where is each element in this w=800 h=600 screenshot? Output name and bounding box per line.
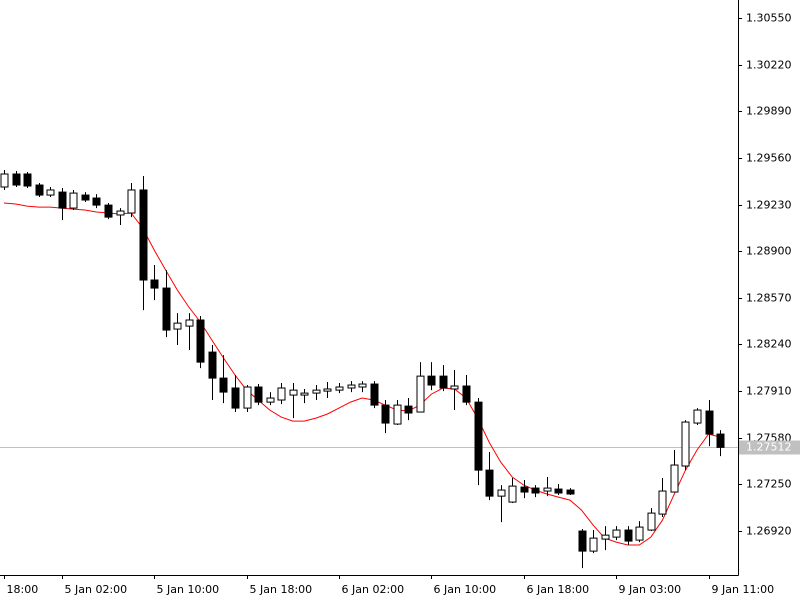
candle-body [312,389,321,394]
candle-body [69,192,78,209]
candle-body [0,173,9,188]
candle-body [508,485,517,503]
candle-body [485,469,494,497]
x-tick-label: 5 Jan 10:00 [157,583,220,596]
candle-body [439,375,448,389]
x-tick-label: 6 Jan 18:00 [527,583,590,596]
candle-body [277,387,286,401]
candle-body [347,384,356,389]
candle-body [404,405,413,414]
candle-body [554,488,563,494]
candle-body [693,409,702,424]
y-tick-label: 1.29230 [746,199,792,212]
candle-body [635,526,644,541]
y-tick-label: 1.29890 [746,105,792,118]
candle-body [335,386,344,391]
candle-body [612,529,621,538]
candle-body [116,210,125,216]
x-tick-label: 9 Jan 03:00 [619,583,682,596]
candle-body [300,392,309,396]
candle-body [497,489,506,497]
candle-body [681,421,690,467]
candle-body [393,404,402,425]
x-tick-label: 9 Jan 11:00 [712,583,775,596]
candle-body [92,197,101,206]
candle-body [658,490,667,515]
candle-body [589,537,598,552]
candle-body [12,173,21,186]
x-tick-label: 6 Jan 10:00 [434,583,497,596]
candle-body [716,433,725,448]
candle-body [381,404,390,424]
candle-body [416,375,425,413]
candle-body [196,319,205,363]
candle-body [705,410,714,435]
y-tick-label: 1.29560 [746,152,792,165]
candle-body [670,464,679,493]
y-tick-label: 1.27910 [746,385,792,398]
candle-body [647,512,656,531]
candle-body [162,287,171,331]
candle-body [578,530,587,552]
candle-body [208,351,217,379]
y-tick-label: 1.28900 [746,245,792,258]
x-tick-label: 18:00 [7,583,39,596]
x-tick-label: 5 Jan 02:00 [65,583,128,596]
candle-body [104,204,113,218]
current-price-label: 1.27512 [746,441,792,454]
candle-body [243,386,252,409]
candle-body [254,386,263,403]
candle-body [370,383,379,406]
candle-body [173,322,182,330]
current-price-box [739,440,800,455]
candle-body [23,173,32,187]
candle-body [139,189,148,281]
candle-body [46,189,55,196]
candle-body [219,377,228,393]
x-tick-label: 5 Jan 18:00 [250,583,313,596]
y-tick-label: 1.30220 [746,59,792,72]
candle-body [543,487,552,492]
y-tick-label: 1.27250 [746,478,792,491]
candle-body [462,385,471,403]
candle-body [323,388,332,392]
x-tick-label: 6 Jan 02:00 [342,583,405,596]
candle-body [127,189,136,214]
candle-body [150,279,159,289]
candle-body [566,489,575,495]
candle-body [289,389,298,396]
candle-body [624,529,633,542]
y-tick-label: 1.28570 [746,292,792,305]
candle-body [81,194,90,201]
candle-body [35,184,44,196]
candle-body [601,534,610,540]
y-tick-label: 1.26920 [746,525,792,538]
candle-body [474,401,483,471]
candle-body [427,375,436,386]
candle-body [185,319,194,327]
candle-body [231,387,240,409]
candle-body [358,383,367,388]
candle-body [58,191,67,209]
candle-body [450,385,459,390]
y-tick-label: 1.28240 [746,338,792,351]
candle-body [266,397,275,403]
candle-body [520,486,529,493]
y-tick-label: 1.30550 [746,12,792,25]
candle-body [531,487,540,494]
